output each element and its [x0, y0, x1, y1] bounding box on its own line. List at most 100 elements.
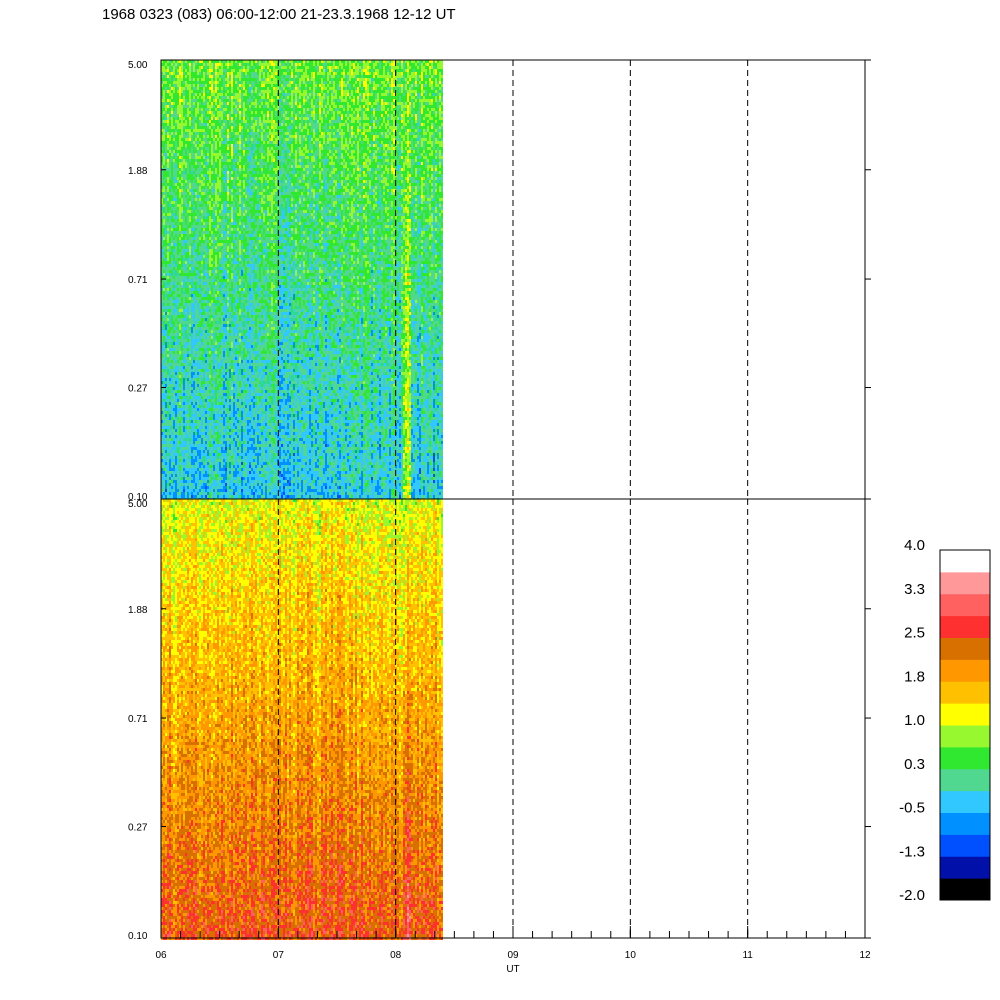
heatmap-cell: [221, 426, 223, 429]
heatmap-cell: [169, 402, 171, 405]
heatmap-cell: [173, 288, 175, 291]
heatmap-cell: [195, 291, 197, 294]
heatmap-cell: [173, 417, 175, 420]
heatmap-cell: [179, 288, 181, 291]
heatmap-cell: [187, 69, 189, 72]
heatmap-cell: [207, 60, 209, 63]
heatmap-cell: [165, 462, 167, 465]
heatmap-cell: [163, 486, 165, 489]
heatmap-cell: [227, 333, 229, 336]
heatmap-cell: [193, 135, 195, 138]
heatmap-cell: [223, 450, 225, 453]
heatmap-cell: [219, 276, 221, 279]
heatmap-cell: [207, 63, 209, 66]
heatmap-cell: [185, 252, 187, 255]
heatmap-cell: [217, 393, 219, 396]
heatmap-cell: [193, 276, 195, 279]
heatmap-cell: [211, 345, 213, 348]
heatmap-cell: [197, 288, 199, 291]
heatmap-cell: [177, 459, 179, 462]
heatmap-cell: [165, 240, 167, 243]
heatmap-cell: [179, 207, 181, 210]
heatmap-cell: [199, 426, 201, 429]
heatmap-cell: [207, 402, 209, 405]
heatmap-cell: [199, 90, 201, 93]
heatmap-cell: [185, 240, 187, 243]
heatmap-cell: [195, 414, 197, 417]
heatmap-cell: [203, 99, 205, 102]
heatmap-cell: [165, 108, 167, 111]
heatmap-cell: [175, 96, 177, 99]
heatmap-cell: [199, 129, 201, 132]
heatmap-cell: [165, 492, 167, 495]
heatmap-cell: [205, 432, 207, 435]
heatmap-cell: [225, 111, 227, 114]
heatmap-cell: [227, 204, 229, 207]
heatmap-cell: [187, 180, 189, 183]
heatmap-cell: [203, 405, 205, 408]
heatmap-cell: [169, 450, 171, 453]
heatmap-cell: [211, 237, 213, 240]
heatmap-cell: [189, 249, 191, 252]
heatmap-cell: [183, 66, 185, 69]
heatmap-cell: [189, 87, 191, 90]
heatmap-cell: [219, 210, 221, 213]
heatmap-cell: [179, 204, 181, 207]
heatmap-cell: [177, 126, 179, 129]
heatmap-cell: [169, 117, 171, 120]
heatmap-cell: [189, 126, 191, 129]
heatmap-cell: [193, 315, 195, 318]
heatmap-cell: [189, 288, 191, 291]
heatmap-cell: [181, 81, 183, 84]
heatmap-cell: [181, 327, 183, 330]
heatmap-cell: [217, 312, 219, 315]
heatmap-cell: [225, 489, 227, 492]
heatmap-cell: [197, 156, 199, 159]
heatmap-cell: [173, 393, 175, 396]
heatmap-cell: [207, 300, 209, 303]
heatmap-cell: [227, 144, 229, 147]
heatmap-cell: [189, 312, 191, 315]
heatmap-cell: [221, 381, 223, 384]
heatmap-cell: [203, 342, 205, 345]
heatmap-cell: [171, 471, 173, 474]
heatmap-cell: [221, 249, 223, 252]
heatmap-cell: [189, 495, 191, 498]
heatmap-cell: [165, 198, 167, 201]
heatmap-cell: [169, 243, 171, 246]
heatmap-cell: [217, 363, 219, 366]
heatmap-cell: [163, 213, 165, 216]
heatmap-cell: [171, 414, 173, 417]
heatmap-cell: [171, 480, 173, 483]
heatmap-cell: [199, 315, 201, 318]
heatmap-cell: [197, 75, 199, 78]
heatmap-cell: [217, 438, 219, 441]
heatmap-cell: [189, 285, 191, 288]
heatmap-cell: [193, 309, 195, 312]
heatmap-cell: [225, 279, 227, 282]
heatmap-cell: [209, 63, 211, 66]
heatmap-cell: [209, 129, 211, 132]
heatmap-cell: [165, 471, 167, 474]
heatmap-cell: [197, 231, 199, 234]
heatmap-cell: [171, 102, 173, 105]
heatmap-cell: [163, 156, 165, 159]
heatmap-cell: [179, 366, 181, 369]
heatmap-cell: [199, 78, 201, 81]
heatmap-cell: [215, 111, 217, 114]
heatmap-cell: [219, 354, 221, 357]
heatmap-cell: [167, 129, 169, 132]
heatmap-cell: [177, 483, 179, 486]
heatmap-cell: [161, 432, 163, 435]
heatmap-cell: [169, 159, 171, 162]
heatmap-cell: [215, 348, 217, 351]
heatmap-cell: [161, 411, 163, 414]
heatmap-cell: [185, 486, 187, 489]
heatmap-cell: [217, 81, 219, 84]
heatmap-cell: [205, 450, 207, 453]
heatmap-cell: [173, 129, 175, 132]
heatmap-cell: [199, 342, 201, 345]
heatmap-cell: [227, 66, 229, 69]
heatmap-cell: [209, 495, 211, 498]
heatmap-cell: [205, 309, 207, 312]
